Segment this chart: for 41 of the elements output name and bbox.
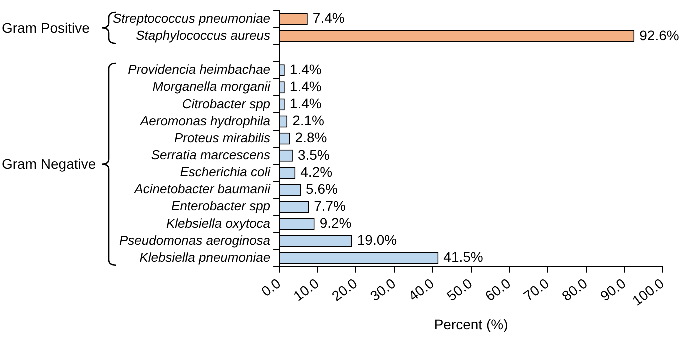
data-label: 19.0%: [357, 232, 398, 248]
x-tick-label: 90.0: [597, 275, 629, 304]
data-label: 4.2%: [300, 164, 333, 180]
data-label: 1.4%: [290, 61, 322, 78]
text: Gram Positive: [2, 20, 90, 36]
x-tick-label: 80.0: [558, 275, 591, 304]
x-tick-label: 60.0: [482, 275, 514, 304]
y-tick-label: Escherichia coli: [180, 164, 272, 180]
y-tick-label: Staphylococcus aureus: [136, 28, 272, 44]
x-tick-label: 0.0: [258, 275, 284, 300]
x-tick-label: 70.0: [520, 275, 552, 304]
data-label: 1.4%: [290, 96, 322, 112]
y-tick-label: Pseudomonas aeroginosa: [119, 232, 271, 248]
y-tick-label: Aeromonas hydrophila: [139, 113, 271, 128]
data-label: 7.7%: [314, 198, 346, 214]
data-label: 2.8%: [295, 130, 328, 146]
x-tick-label: 30.0: [367, 275, 399, 304]
y-tick-label: Klebsiella oxytoca: [166, 216, 271, 231]
text: Gram Negative: [2, 156, 96, 172]
y-tick-label: Citrobacter spp: [182, 96, 271, 112]
data-label: 2.1%: [292, 112, 325, 129]
y-tick-label: Morganella morganii: [152, 79, 272, 94]
y-tick-label: Streptococcus pneumoniae: [112, 10, 271, 26]
y-tick-label: Providencia heimbachae: [128, 62, 271, 78]
x-tick-label: 40.0: [406, 275, 438, 304]
y-tick-label: Acinetobacter baumanii: [134, 182, 272, 197]
data-label: 9.2%: [320, 215, 352, 232]
x-tick-label: 10.0: [290, 275, 322, 304]
data-label: 5.6%: [306, 180, 338, 197]
y-tick-label: Klebsiella pneumoniae: [140, 250, 271, 265]
y-tick-label: Proteus mirabilis: [174, 130, 272, 146]
x-tick-label: 50.0: [444, 275, 476, 304]
y-tick-label: Serratia marcescens: [151, 148, 272, 163]
data-label: 3.5%: [298, 146, 330, 163]
x-axis-title: Percent (%): [434, 316, 508, 332]
y-tick-label: Enterobacter spp: [172, 198, 271, 214]
data-label: 1.4%: [290, 78, 322, 94]
data-label: 7.4%: [312, 10, 345, 26]
data-label: 41.5%: [444, 249, 484, 266]
data-label: 92.6%: [640, 27, 680, 44]
x-tick-label: 20.0: [328, 275, 360, 304]
